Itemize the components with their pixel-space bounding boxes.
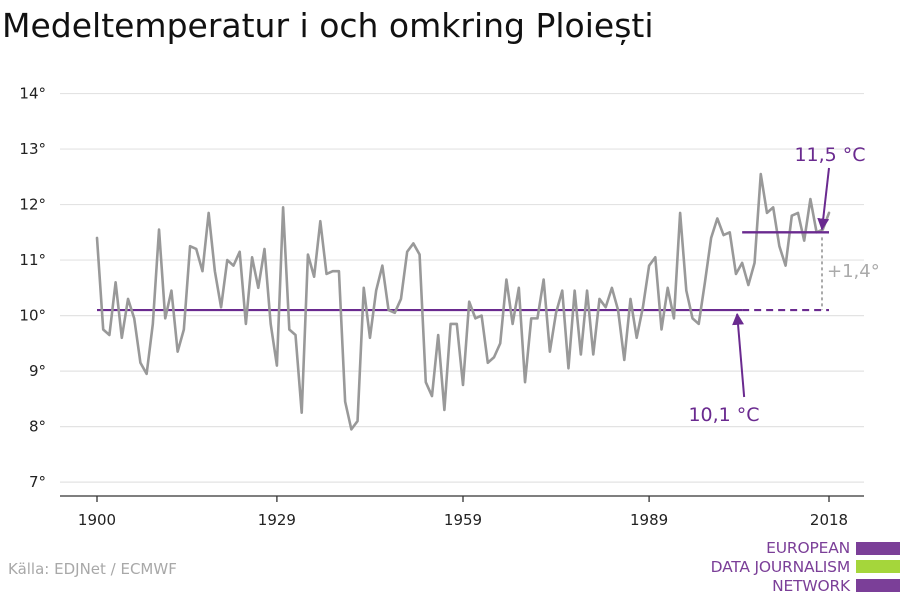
logo-bar-bottom xyxy=(856,579,900,592)
logo-text-network: NETWORK xyxy=(772,577,850,595)
y-tick-label-8: 8° xyxy=(29,418,46,436)
baseline-mean-label: 10,1 °C xyxy=(688,404,759,426)
recent-mean-arrow xyxy=(817,167,830,231)
y-axis: 7° 8° 9° 10° 11° 12° 13° 14° xyxy=(19,85,46,492)
annotations-layer: +1,4° 11,5 °C 10,1 °C xyxy=(688,144,879,426)
x-axis: 1900 1929 1959 1989 2018 xyxy=(60,495,864,529)
x-tick-label-1900: 1900 xyxy=(78,511,116,529)
x-tick-label-2018: 2018 xyxy=(810,511,848,529)
edjnet-logo[interactable]: EUROPEAN DATA JOURNALISM NETWORK xyxy=(706,538,900,598)
logo-bar-top xyxy=(856,542,900,555)
y-tick-label-14: 14° xyxy=(19,85,46,103)
y-tick-label-9: 9° xyxy=(29,362,46,380)
y-tick-label-7: 7° xyxy=(29,473,46,491)
logo-text-data-journalism: DATA JOURNALISM xyxy=(710,558,851,576)
baseline-mean-arrow xyxy=(732,312,746,398)
logo-bar-middle xyxy=(856,560,900,573)
chart-title: Medeltemperatur i och omkring Ploiești xyxy=(2,6,654,45)
difference-label: +1,4° xyxy=(827,261,880,282)
x-tick-label-1959: 1959 xyxy=(444,511,482,529)
series-layer xyxy=(95,172,831,431)
y-tick-label-13: 13° xyxy=(19,140,46,158)
y-tick-label-12: 12° xyxy=(19,196,46,214)
y-tick-label-10: 10° xyxy=(19,307,46,325)
x-tick-label-1929: 1929 xyxy=(258,511,296,529)
y-tick-label-11: 11° xyxy=(19,251,46,269)
logo-text-european: EUROPEAN xyxy=(766,539,850,557)
x-tick-label-1989: 1989 xyxy=(630,511,668,529)
temperature-series-line-0 xyxy=(95,172,831,431)
recent-mean-label: 11,5 °C xyxy=(794,144,865,166)
source-note: Källa: EDJNet / ECMWF xyxy=(8,560,177,578)
